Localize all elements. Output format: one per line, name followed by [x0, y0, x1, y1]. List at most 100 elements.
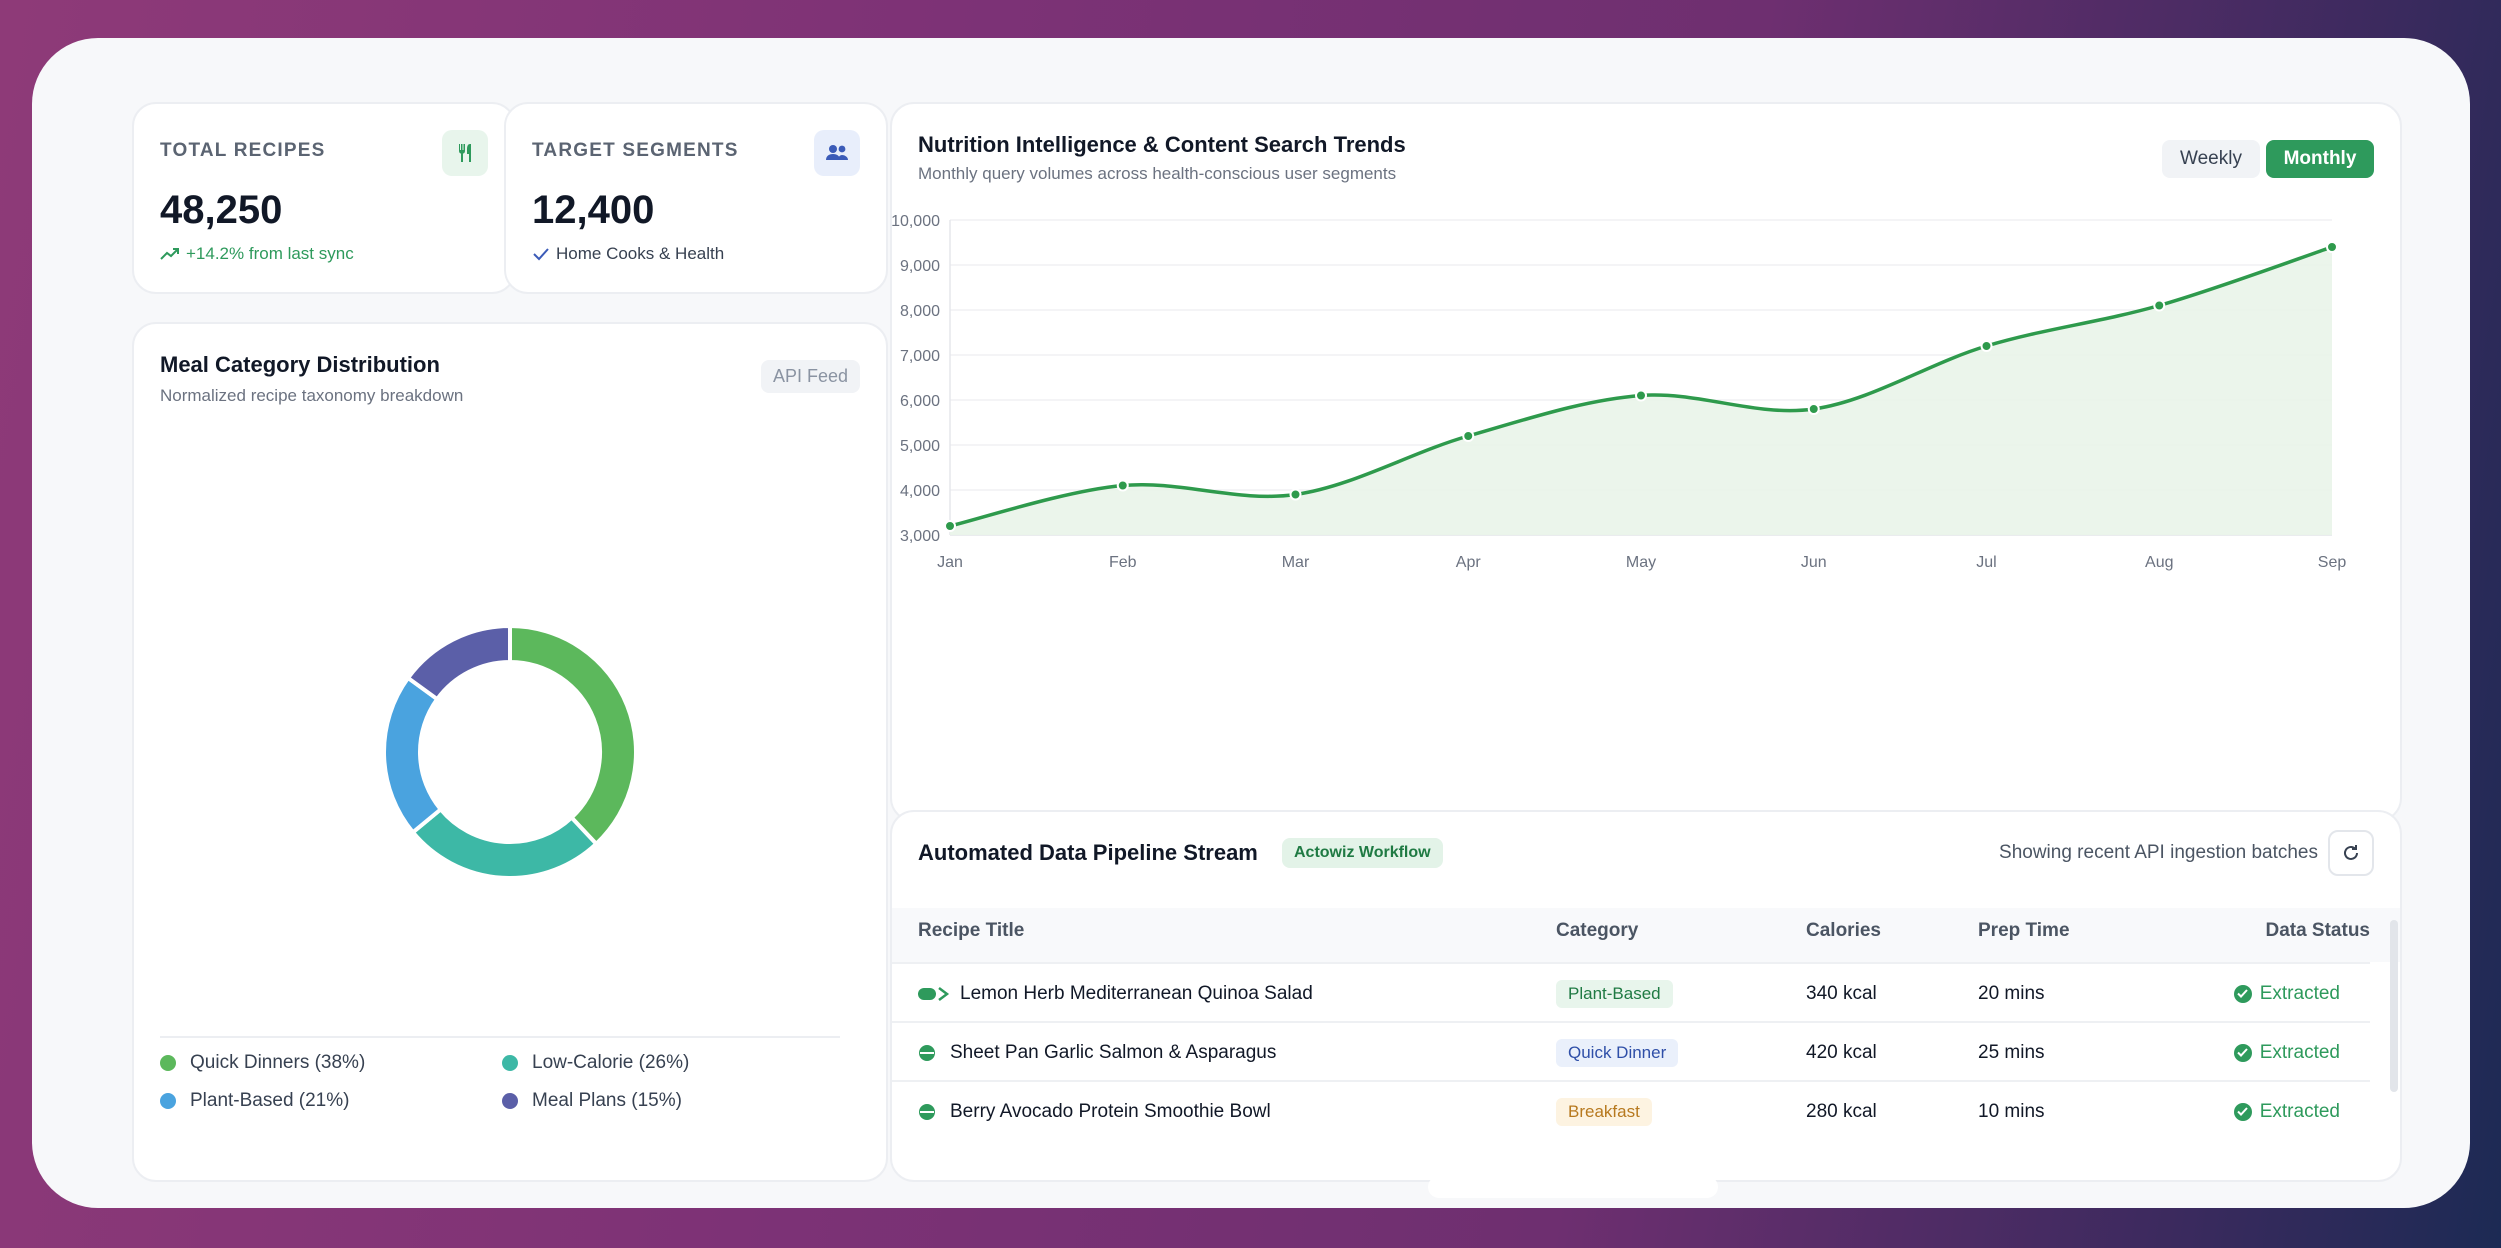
series-area	[950, 247, 2332, 535]
row-calories: 340 kcal	[1806, 982, 1877, 1004]
trends-subtitle: Monthly query volumes across health-cons…	[918, 164, 1397, 183]
table-header	[892, 908, 2400, 962]
recipe-icon	[919, 1103, 935, 1120]
data-point-jun[interactable]	[1807, 403, 1820, 415]
data-point-jul[interactable]	[1980, 340, 1993, 352]
column-header-status[interactable]: Data Status	[2265, 920, 2370, 941]
row-category: Quick Dinner	[1556, 1023, 1679, 1082]
weekly-toggle-button[interactable]: Weekly	[2162, 140, 2260, 178]
refresh-icon	[2344, 845, 2358, 860]
row-prep-time: 20 mins	[1978, 982, 2045, 1004]
legend-label: Low-Calorie (26%)	[532, 1052, 690, 1073]
y-tick-label: 6,000	[900, 393, 940, 410]
workflow-tag: Actowiz Workflow	[1282, 838, 1443, 868]
target-segments-label: TARGET SEGMENTS	[532, 140, 739, 161]
recipe-title: Berry Avocado Protein Smoothie Bowl	[950, 1100, 1271, 1122]
legend-label: Quick Dinners (38%)	[190, 1052, 366, 1073]
row-category: Plant-Based	[1556, 964, 1673, 1023]
x-tick-label: Sep	[2318, 554, 2347, 571]
data-point-apr[interactable]	[1462, 430, 1475, 442]
legend-label: Meal Plans (15%)	[532, 1090, 682, 1111]
segments-detail-text: Home Cooks & Health	[556, 244, 725, 263]
legend-swatch	[502, 1055, 518, 1071]
row-title: Lemon Herb Mediterranean Quinoa Salad	[918, 964, 1313, 1023]
column-header-prep-time[interactable]: Prep Time	[1978, 920, 2070, 941]
pipeline-status-text: Showing recent API ingestion batches	[1999, 842, 2318, 863]
recipe-icon	[919, 1044, 935, 1061]
x-tick-label: Jan	[937, 554, 963, 571]
pipeline-card: Automated Data Pipeline Stream Actowiz W…	[890, 810, 2402, 1182]
y-tick-label: 7,000	[900, 348, 940, 365]
api-feed-badge: API Feed	[760, 360, 860, 393]
data-point-may[interactable]	[1635, 389, 1647, 402]
total-recipes-value: 48,250	[160, 188, 283, 232]
y-tick-label: 10,000	[892, 213, 940, 230]
category-badge: Breakfast	[1556, 1097, 1652, 1126]
row-status: Extracted	[2233, 1023, 2340, 1082]
utensils-icon	[442, 130, 488, 176]
x-tick-label: Feb	[1109, 554, 1137, 571]
donut-slice-low-calorie[interactable]	[410, 806, 600, 880]
column-header-category[interactable]: Category	[1556, 920, 1639, 941]
donut-slice-quick-dinners[interactable]	[508, 623, 638, 847]
distribution-legend: Quick Dinners (38%) Low-Calorie (26%) Pl…	[160, 1036, 840, 1111]
data-point-jan[interactable]	[944, 520, 956, 532]
x-tick-label: Aug	[2145, 554, 2173, 571]
row-status: Extracted	[2233, 1082, 2340, 1141]
data-point-mar[interactable]	[1289, 488, 1302, 501]
total-recipes-card: TOTAL RECIPES 48,250 +14.2% from last sy…	[132, 102, 516, 294]
y-tick-label: 8,000	[900, 303, 940, 320]
trending-up-icon	[160, 248, 179, 260]
trend-line-chart: 3,000 4,000 5,000 6,000 7,000 8,000 9,000 10,00…	[892, 213, 2347, 571]
recipe-title: Sheet Pan Garlic Salmon & Asparagus	[950, 1041, 1277, 1063]
status-text: Extracted	[2259, 1100, 2340, 1122]
y-tick-label: 9,000	[900, 258, 940, 275]
users-icon	[814, 130, 860, 176]
column-header-title[interactable]: Recipe Title	[918, 920, 1025, 941]
y-tick-label: 4,000	[900, 483, 940, 500]
x-tick-label: Jun	[1801, 554, 1827, 571]
category-badge: Quick Dinner	[1556, 1038, 1679, 1067]
scroll-indicator	[1428, 1176, 1718, 1198]
category-badge: Plant-Based	[1556, 979, 1673, 1008]
dashboard-frame: TOTAL RECIPES 48,250 +14.2% from last sy…	[32, 38, 2470, 1208]
refresh-button[interactable]	[2328, 830, 2374, 876]
legend-item: Plant-Based (21%)	[160, 1090, 349, 1112]
data-point-sep[interactable]	[2326, 241, 2338, 253]
search-trends-card: Nutrition Intelligence & Content Search …	[890, 102, 2402, 822]
table-row[interactable]: Berry Avocado Protein Smoothie Bowl Brea…	[892, 1080, 2370, 1139]
legend-swatch	[502, 1093, 518, 1109]
recipe-icon	[918, 986, 950, 1001]
recipes-trend: +14.2% from last sync	[160, 244, 354, 264]
column-header-calories[interactable]: Calories	[1806, 920, 1881, 941]
data-point-feb[interactable]	[1116, 479, 1129, 492]
table-row[interactable]: Lemon Herb Mediterranean Quinoa Salad Pl…	[892, 962, 2370, 1021]
check-icon	[533, 248, 549, 261]
monthly-toggle-button[interactable]: Monthly	[2266, 140, 2374, 178]
donut-slice-plant-based[interactable]	[382, 675, 444, 836]
legend-swatch	[160, 1093, 176, 1109]
distribution-subtitle: Normalized recipe taxonomy breakdown	[160, 386, 464, 405]
x-tick-label: Jul	[1976, 554, 1996, 571]
row-title: Sheet Pan Garlic Salmon & Asparagus	[918, 1023, 1276, 1082]
table-row[interactable]: Sheet Pan Garlic Salmon & Asparagus Quic…	[892, 1021, 2370, 1080]
trends-title: Nutrition Intelligence & Content Search …	[918, 132, 1406, 157]
row-calories: 280 kcal	[1806, 1100, 1877, 1122]
x-tick-label: Apr	[1456, 554, 1482, 571]
legend-item: Meal Plans (15%)	[502, 1090, 682, 1112]
segments-detail: Home Cooks & Health	[532, 244, 724, 264]
pipeline-title: Automated Data Pipeline Stream	[918, 840, 1258, 865]
row-title: Berry Avocado Protein Smoothie Bowl	[918, 1082, 1271, 1141]
x-tick-label: Mar	[1282, 554, 1310, 571]
table-scrollbar[interactable]	[2390, 920, 2398, 1092]
check-circle-icon	[2233, 1043, 2252, 1062]
legend-item: Low-Calorie (26%)	[502, 1052, 689, 1074]
row-status: Extracted	[2233, 964, 2340, 1023]
status-text: Extracted	[2259, 1041, 2340, 1063]
legend-label: Plant-Based (21%)	[190, 1090, 350, 1111]
meal-distribution-card: Meal Category Distribution Normalized re…	[132, 322, 888, 1182]
recipe-title: Lemon Herb Mediterranean Quinoa Salad	[960, 982, 1313, 1004]
data-point-aug[interactable]	[2153, 299, 2166, 312]
donut-slice-meal-plans[interactable]	[405, 623, 512, 702]
y-tick-label: 5,000	[900, 438, 940, 455]
